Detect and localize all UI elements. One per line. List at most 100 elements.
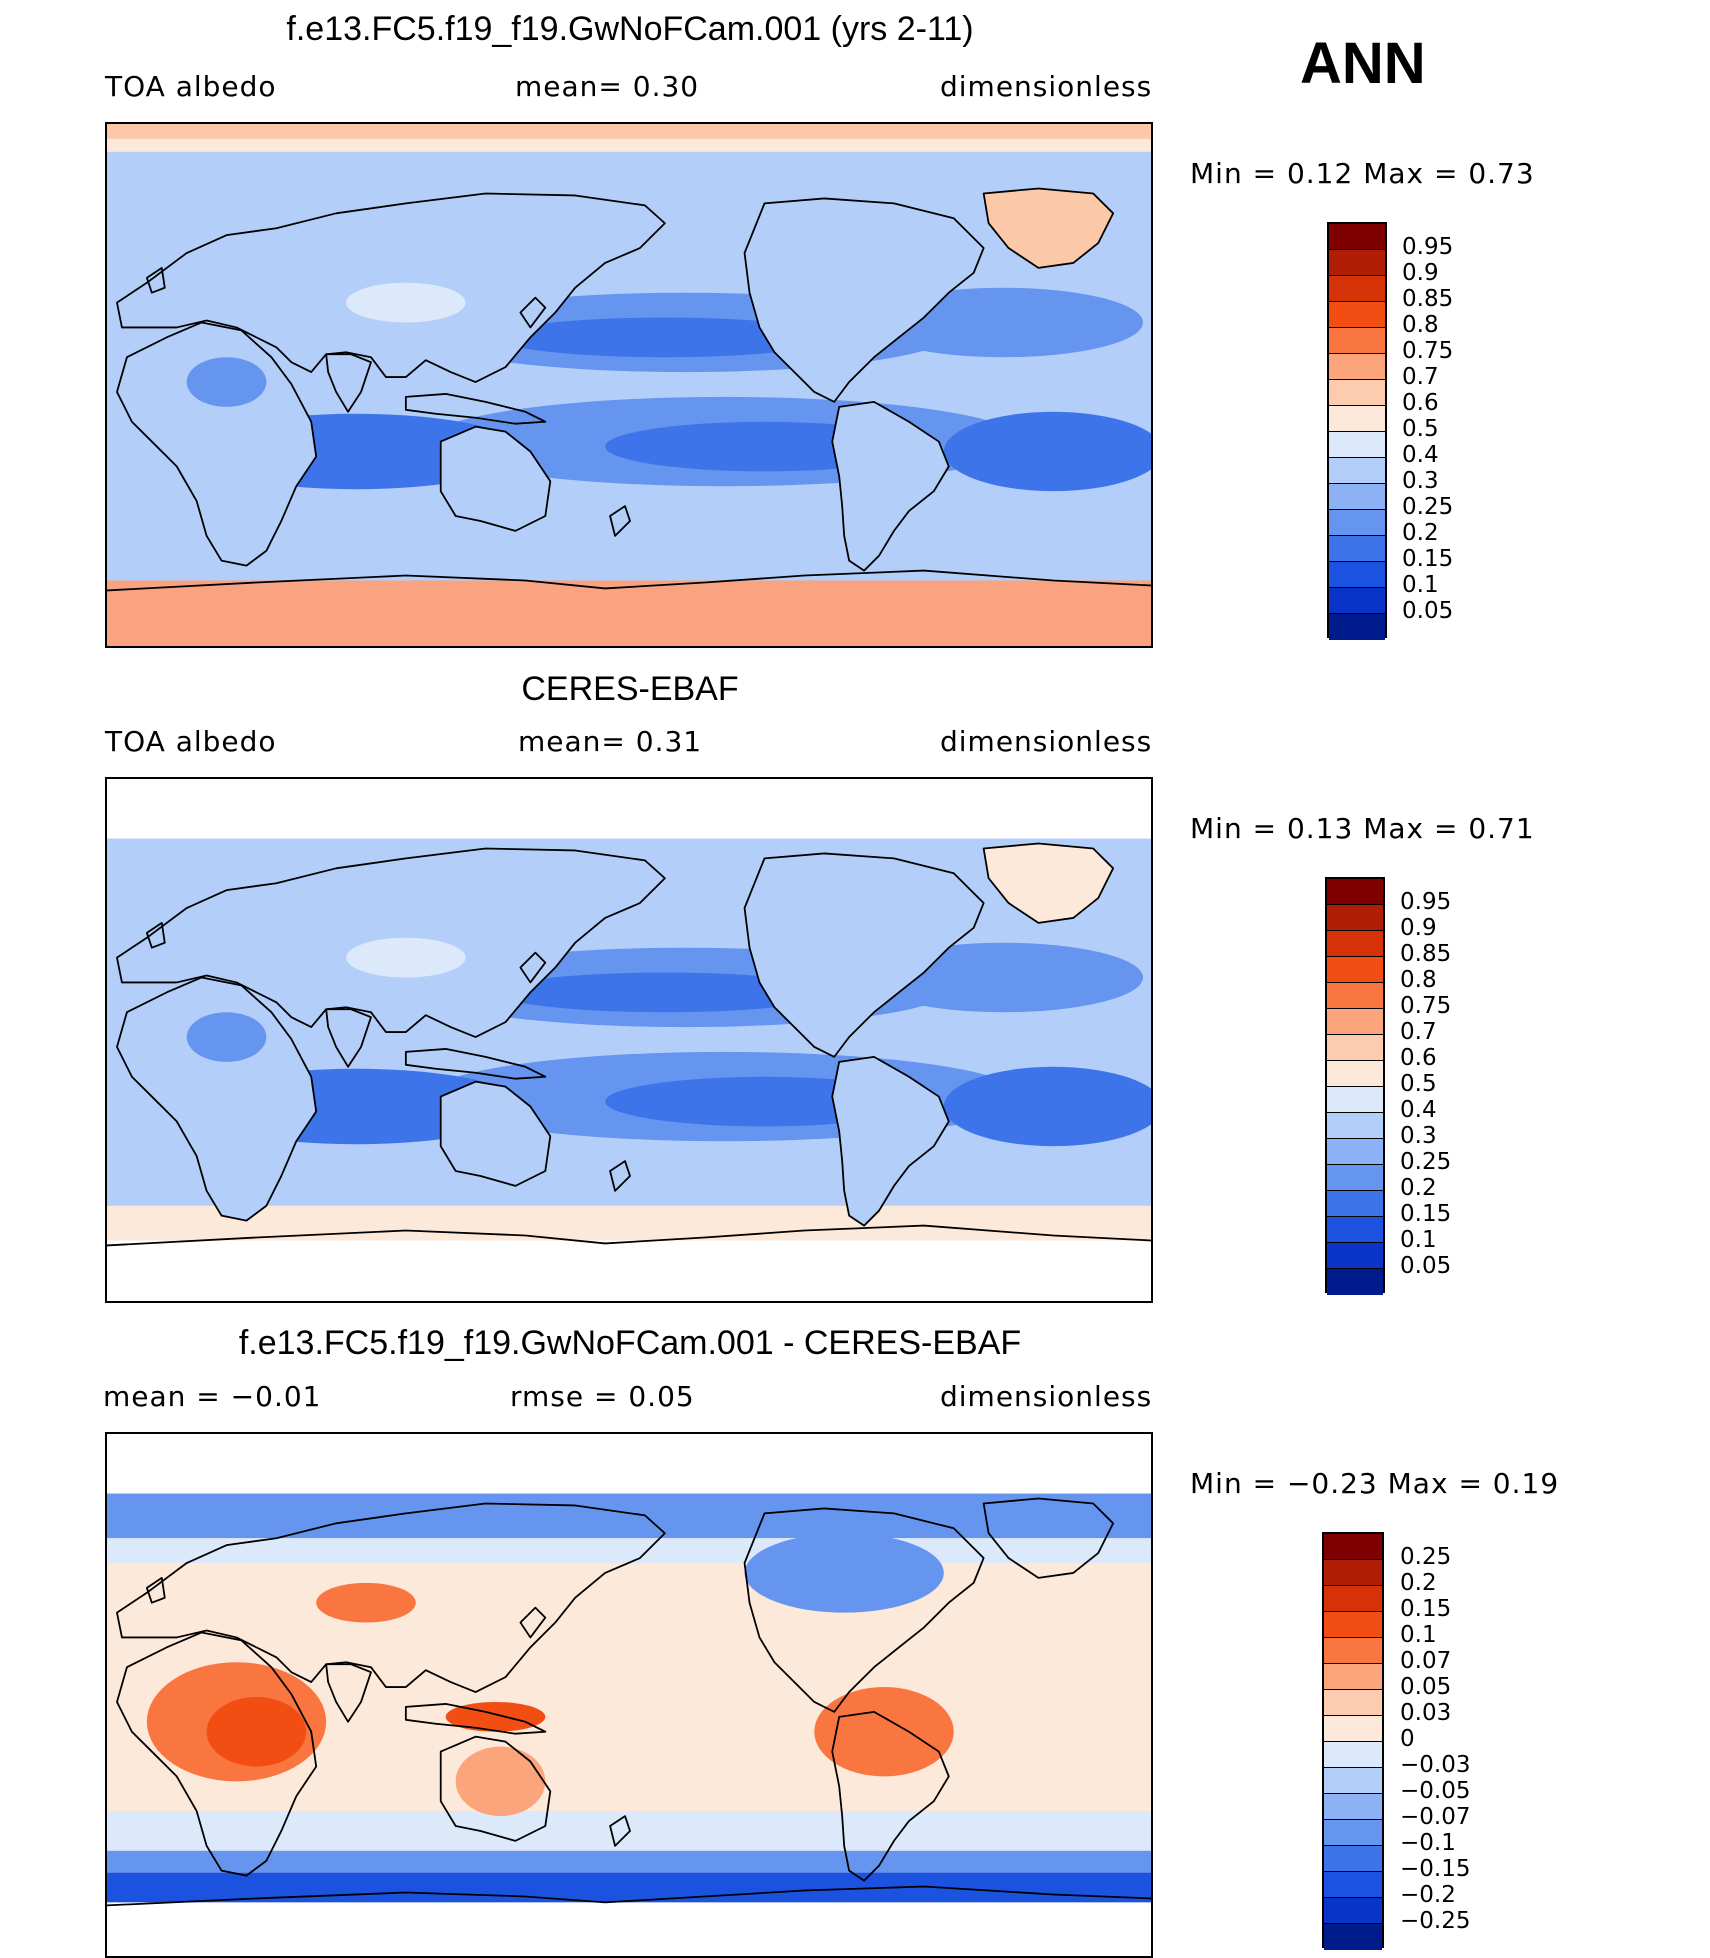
map-svg [107,1434,1151,1956]
minmax-label-model: Min = 0.12 Max = 0.73 [1190,157,1535,190]
asia-highlight [346,282,466,323]
colorbar-tick-label: 0.2 [1400,1175,1437,1201]
coastline-northAmerica [743,1507,985,1713]
coastline-nz [609,505,631,537]
colorbar-tick-label: 0.25 [1400,1149,1452,1175]
colorbar-swatch [1324,1742,1382,1768]
season-label: ANN [1300,31,1426,96]
north-missing-region [107,1434,1151,1494]
colorbar-swatch [1327,1191,1383,1217]
colorbar-swatch [1327,983,1383,1009]
panel-title-model: f.e13.FC5.f19_f19.GwNoFCam.001 (yrs 2-11… [286,10,974,48]
atlantic-south-core [943,411,1151,492]
colorbar-tick-label: 0.9 [1402,260,1439,286]
colorbar-swatch [1324,1716,1382,1742]
map-svg [107,124,1151,646]
coastline-africa [116,321,318,567]
north-polar-band-high [107,124,1151,139]
colorbar-tick-label: −0.03 [1400,1752,1471,1778]
colorbar-tick-label: 0.6 [1402,390,1439,416]
colorbar-swatch [1329,380,1385,406]
colorbar-swatch [1329,432,1385,458]
colorbar-swatch [1324,1794,1382,1820]
colorbar-tick-label: 0.05 [1402,598,1454,624]
north-negative-band [107,1493,1151,1539]
colorbar-swatch [1324,1872,1382,1898]
panel-title-diff: f.e13.FC5.f19_f19.GwNoFCam.001 - CERES-E… [238,1324,1022,1362]
colorbar-swatch [1329,484,1385,510]
north-polar-band [107,779,1151,839]
coastline-nz [609,1815,631,1847]
colorbar-swatch [1324,1664,1382,1690]
colorbar-swatch [1324,1638,1382,1664]
coastline-eurasia [116,847,666,1038]
colorbar-swatch [1327,1035,1383,1061]
mean-label-model: mean= 0.30 [515,70,700,103]
minmax-label-diff: Min = −0.23 Max = 0.19 [1190,1467,1560,1500]
colorbar-tick-label: 0.75 [1400,993,1452,1019]
colorbar-swatch [1329,354,1385,380]
colorbar-tick-label: −0.15 [1400,1856,1471,1882]
coastline-africa [116,976,318,1222]
atlantic-south-core [943,1066,1151,1147]
colorbar-tick-label: 0.75 [1402,338,1454,364]
map-panel-obs [105,777,1153,1303]
north-light-band [107,1538,1151,1564]
coastline-southAmerica [831,400,950,572]
south-america-positive-field [814,1687,954,1777]
coastline-antarctica [107,1224,1151,1247]
colorbar-tick-label: −0.05 [1400,1778,1471,1804]
colorbar-swatch [1327,1269,1383,1295]
colorbar-tick-label: 0.8 [1402,312,1439,338]
africa-positive-core [206,1696,307,1767]
south-missing-region [107,1902,1151,1956]
colorbar-swatch [1329,562,1385,588]
colorbar-tick-label: 0.03 [1400,1700,1452,1726]
colorbar-swatch [1327,1113,1383,1139]
coastline-eurasia [116,1502,666,1693]
coastline-australia [439,425,552,532]
coastline-indonesia [404,1703,547,1735]
colorbar-swatch [1327,1165,1383,1191]
colorbar-swatch [1327,1061,1383,1087]
coastline-greenland [982,1497,1115,1579]
colorbar-tick-label: 0.1 [1400,1622,1437,1648]
south-polar-band [107,580,1151,646]
panel-title-obs: CERES-EBAF [521,670,739,708]
greenland-fill [983,188,1114,268]
coastline-southAmerica [831,1055,950,1227]
mean-label-obs: mean= 0.31 [518,725,703,758]
colorbar-swatch [1324,1534,1382,1560]
colorbar-tick-label: 0.25 [1400,1544,1452,1570]
colorbar-tick-label: 0.6 [1400,1045,1437,1071]
coastline-australia [439,1735,552,1842]
colorbar-tick-label: 0.25 [1402,494,1454,520]
colorbar-tick-label: 0.9 [1400,915,1437,941]
colorbar-tick-label: 0.85 [1400,941,1452,967]
colorbar-swatch [1324,1820,1382,1846]
land-fill-northAmerica [744,198,984,402]
colorbar-model [1327,222,1387,640]
asia-highlight [346,937,466,978]
units-label-obs: dimensionless [940,725,1153,758]
colorbar-tick-label: −0.25 [1400,1908,1471,1934]
coastline-antarctica [107,1885,1151,1907]
colorbar-tick-label: −0.07 [1400,1804,1471,1830]
units-label-model: dimensionless [940,70,1153,103]
land-fill-southAmerica [832,401,949,571]
sahara-field [186,357,267,407]
colorbar-swatch [1329,588,1385,614]
coastline-greenland [982,187,1115,269]
map-svg [107,779,1151,1301]
colorbar-swatch [1327,1009,1383,1035]
coastline-india [325,1008,372,1068]
coastline-nz [609,1160,631,1192]
colorbar-swatch [1327,905,1383,931]
colorbar-swatch [1329,276,1385,302]
map-panel-diff [105,1432,1153,1958]
land-fill-africa [116,322,317,566]
colorbar-swatch [1329,614,1385,640]
land-fill-australia [440,1081,551,1186]
colorbar-tick-label: 0.3 [1402,468,1439,494]
south-polar-band [107,1205,1151,1241]
